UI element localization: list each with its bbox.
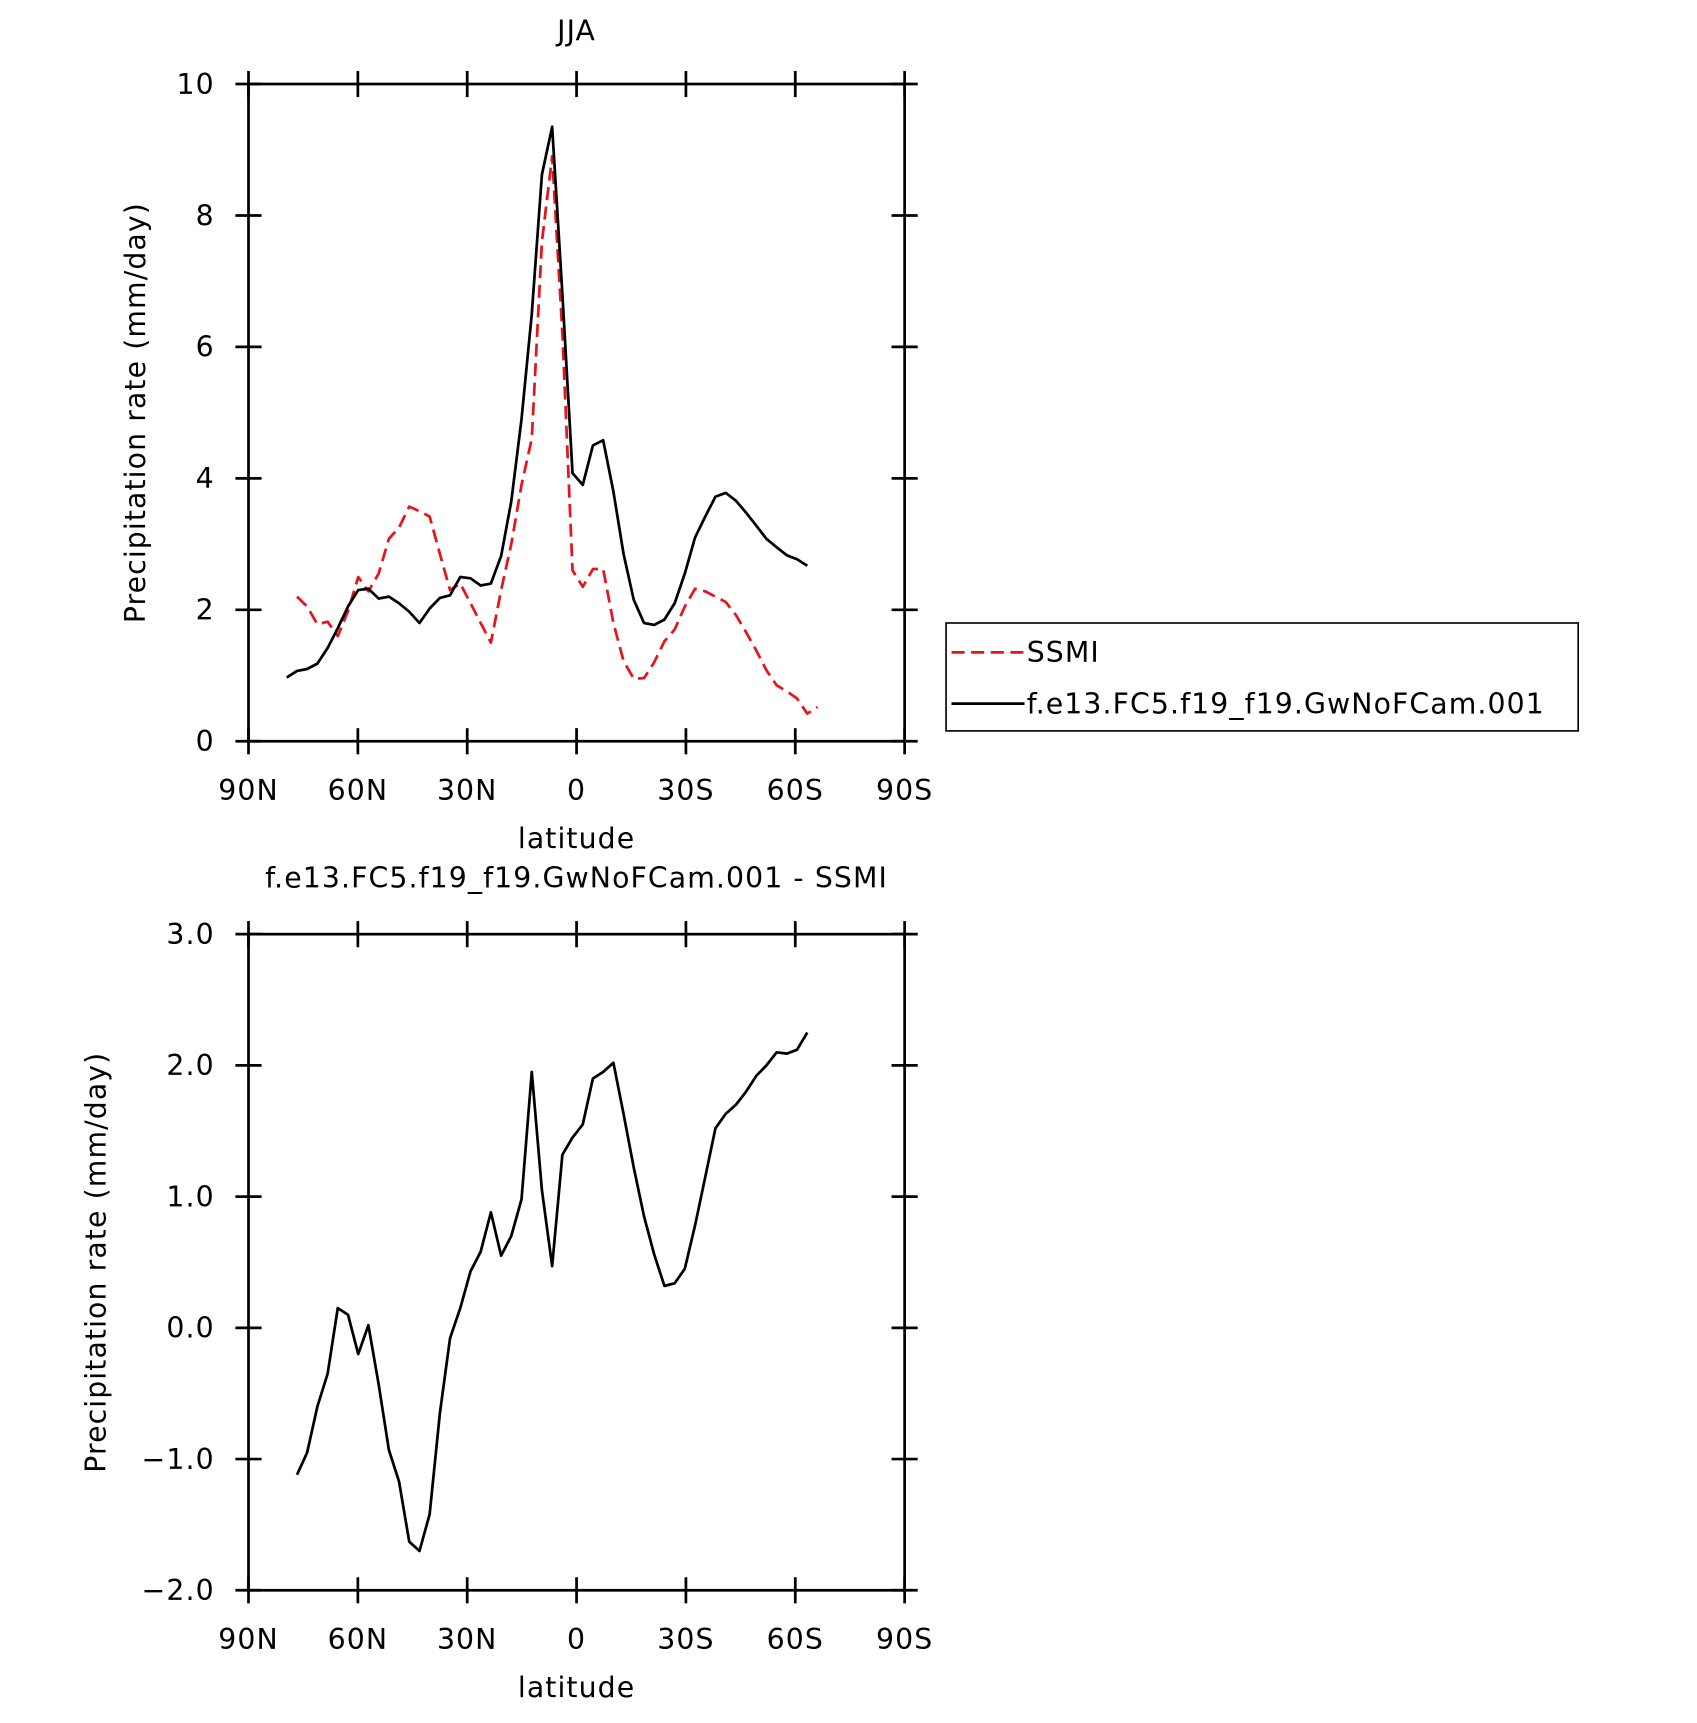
y-tick-label: 6: [196, 331, 215, 364]
y-axis-label: Precipitation rate (mm/day): [80, 1052, 113, 1473]
x-axis-label: latitude: [518, 1671, 635, 1704]
y-tick-label: 3.0: [166, 918, 214, 951]
x-tick-label: 90N: [218, 1623, 279, 1656]
y-axis-label: Precipitation rate (mm/day): [119, 202, 152, 623]
x-tick-label: 60S: [767, 1623, 824, 1656]
x-tick-label: 60S: [767, 774, 824, 807]
x-tick-label: 90S: [876, 1623, 933, 1656]
x-tick-label: 90N: [218, 774, 279, 807]
x-tick-label: 90S: [876, 774, 933, 807]
legend-box: [945, 622, 1580, 732]
x-tick-label: 60N: [328, 774, 389, 807]
y-tick-label: −2.0: [142, 1574, 215, 1607]
x-tick-label: 60N: [328, 1623, 389, 1656]
y-tick-label: 10: [176, 68, 214, 101]
legend-label: SSMI: [1027, 636, 1100, 669]
y-tick-label: 2: [196, 594, 215, 627]
y-tick-label: 1.0: [166, 1180, 214, 1213]
plot-frame: [247, 82, 906, 743]
chart-title: JJA: [555, 14, 596, 47]
y-tick-label: 0: [196, 725, 215, 758]
data-line: [286, 125, 809, 679]
x-tick-label: 30N: [437, 774, 498, 807]
data-line: [296, 154, 819, 716]
y-tick-label: 4: [196, 462, 215, 495]
x-axis-label: latitude: [518, 822, 635, 855]
x-tick-label: 30S: [657, 774, 714, 807]
x-tick-label: 0: [567, 1623, 586, 1656]
x-tick-label: 30S: [657, 1623, 714, 1656]
x-tick-label: 30N: [437, 1623, 498, 1656]
x-tick-label: 0: [567, 774, 586, 807]
data-line: [295, 1031, 809, 1553]
legend-label: f.e13.FC5.f19_f19.GwNoFCam.001: [1027, 687, 1545, 720]
y-tick-label: 2.0: [166, 1049, 214, 1082]
chart-title: f.e13.FC5.f19_f19.GwNoFCam.001 - SSMI: [265, 861, 888, 894]
y-tick-label: 8: [196, 199, 215, 232]
y-tick-label: 0.0: [166, 1312, 214, 1345]
y-tick-label: −1.0: [142, 1443, 215, 1476]
